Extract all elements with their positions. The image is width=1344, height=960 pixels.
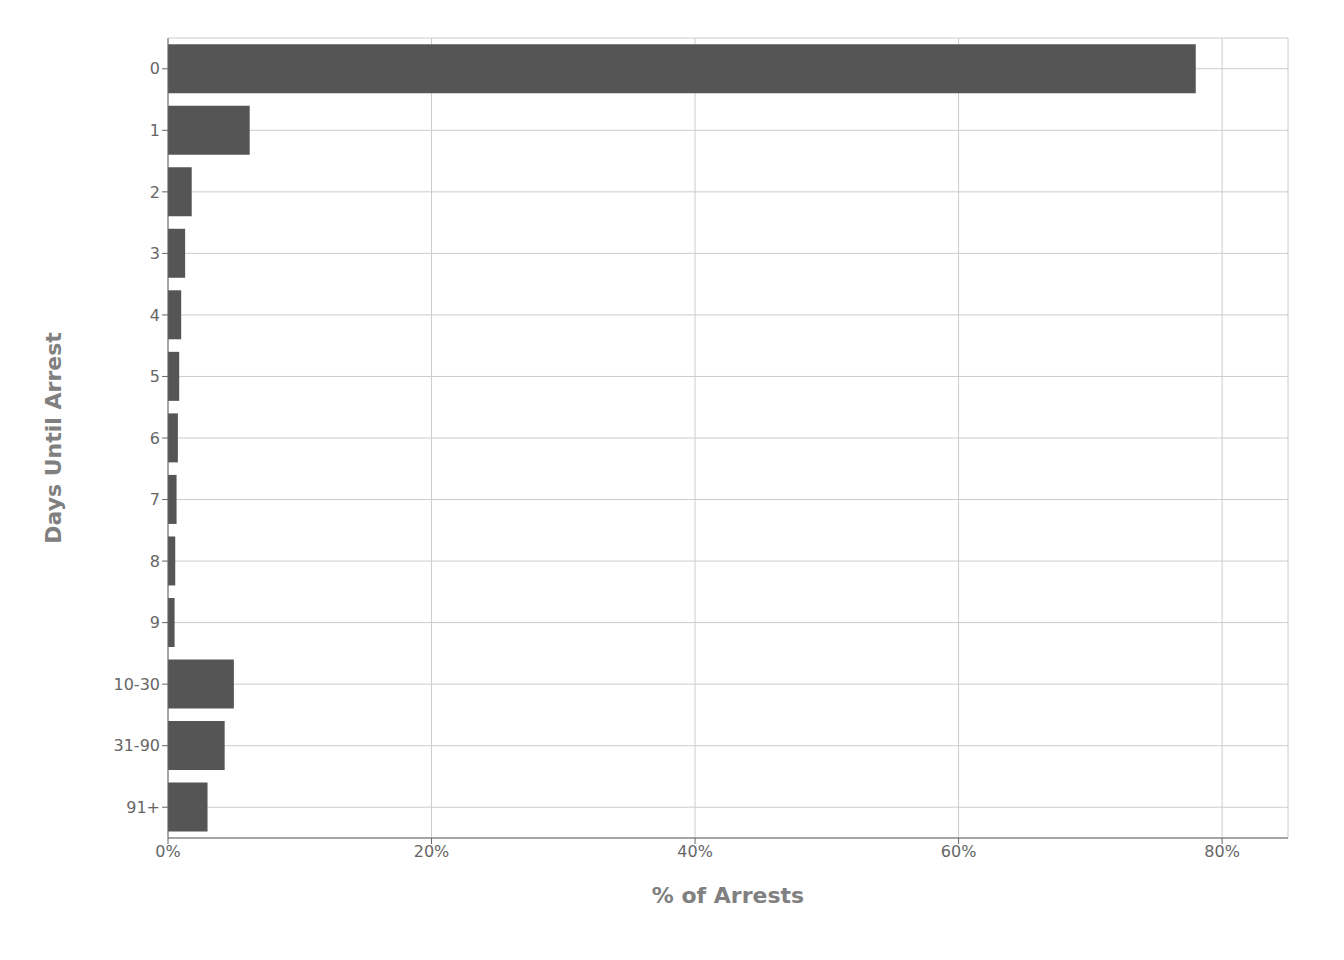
svg-text:80%: 80%: [1204, 842, 1240, 861]
svg-text:7: 7: [150, 490, 160, 509]
svg-text:60%: 60%: [941, 842, 977, 861]
svg-text:Days Until Arrest: Days Until Arrest: [41, 332, 66, 544]
svg-text:40%: 40%: [677, 842, 713, 861]
svg-text:9: 9: [150, 613, 160, 632]
svg-text:20%: 20%: [414, 842, 450, 861]
svg-text:0%: 0%: [155, 842, 180, 861]
svg-text:8: 8: [150, 552, 160, 571]
svg-text:1: 1: [150, 121, 160, 140]
svg-text:5: 5: [150, 367, 160, 386]
svg-text:3: 3: [150, 244, 160, 263]
svg-text:4: 4: [150, 306, 160, 325]
svg-text:6: 6: [150, 429, 160, 448]
svg-text:0: 0: [150, 59, 160, 78]
svg-text:10-30: 10-30: [114, 675, 161, 694]
svg-text:2: 2: [150, 183, 160, 202]
svg-text:91+: 91+: [126, 798, 160, 817]
svg-text:% of Arrests: % of Arrests: [652, 883, 804, 908]
svg-text:31-90: 31-90: [114, 736, 161, 755]
